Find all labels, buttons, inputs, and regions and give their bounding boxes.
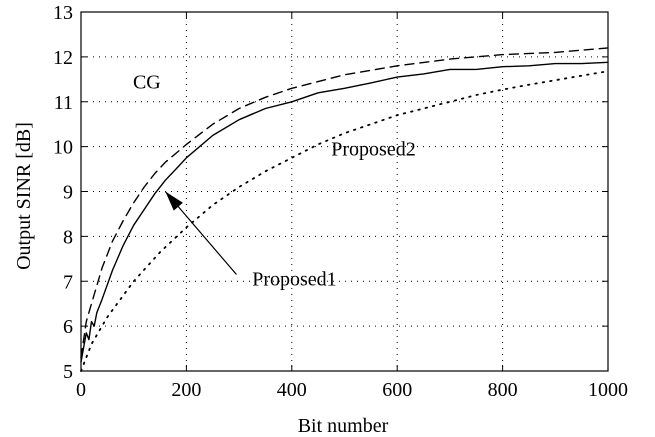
series-line-dashed: [80, 47, 609, 359]
annotation-cg: CG: [133, 71, 161, 93]
annotation-arrow: [164, 191, 237, 275]
y-tick-label: 6: [63, 316, 73, 338]
y-tick-label: 10: [53, 137, 73, 159]
series-lines: [80, 47, 609, 372]
x-tick-label: 400: [277, 379, 307, 401]
y-tick-labels: 5 6 7 8 9 10 11 12 13: [53, 2, 73, 383]
y-tick-label: 12: [53, 47, 73, 69]
series-line-solid: [80, 61, 609, 363]
x-tick-label: 1000: [588, 379, 628, 401]
x-tick-label: 0: [76, 379, 86, 401]
x-tick-label: 200: [171, 379, 201, 401]
y-tick-label: 11: [54, 92, 73, 114]
series-line-dotted: [80, 70, 609, 372]
x-tick-labels: 0 200 400 600 800 1000: [76, 379, 628, 401]
y-tick-label: 9: [63, 182, 73, 204]
y-tick-label: 8: [63, 226, 73, 248]
x-tick-label: 800: [488, 379, 518, 401]
x-tick-label: 600: [382, 379, 412, 401]
y-tick-label: 13: [53, 2, 73, 24]
axes-frame: [80, 11, 609, 372]
y-tick-label: 7: [63, 271, 73, 293]
arrow-head: [165, 191, 183, 211]
annotation-proposed1: Proposed1: [252, 269, 336, 291]
y-axis-label: Output SINR [dB]: [13, 122, 35, 270]
y-tick-label: 5: [63, 361, 73, 383]
annotation-proposed2: Proposed2: [331, 139, 415, 161]
x-axis-label: Bit number: [298, 415, 389, 437]
